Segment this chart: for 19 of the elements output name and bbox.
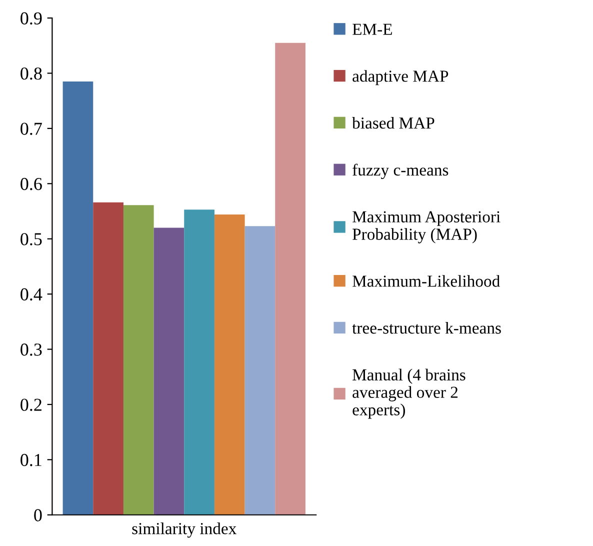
legend-label: biased MAP — [352, 116, 434, 129]
y-tick-label: 0.5 — [20, 233, 42, 246]
y-tick-label: 0.8 — [20, 67, 42, 80]
x-axis-title: similarity index — [132, 522, 236, 538]
y-tick-label: 0.1 — [20, 454, 42, 466]
legend-label: Manual (4 brains averaged over 2 experts) — [352, 368, 466, 419]
y-tick-label: 0.2 — [20, 398, 42, 411]
legend-label: fuzzy c-means — [352, 164, 448, 180]
legend-label: tree-structure k-means — [352, 322, 501, 334]
legend-label: EM-E — [352, 24, 392, 35]
y-tick-label: 0.6 — [20, 178, 42, 190]
legend-label: adaptive MAP — [352, 70, 448, 86]
y-tick-label: 0.4 — [20, 288, 42, 301]
y-tick-label: 0 — [34, 509, 42, 522]
y-tick-label: 0.3 — [20, 344, 42, 356]
legend-label: Maximum Aposteriori Probability (MAP) — [352, 211, 500, 244]
legend-label: Maximum-Likelihood — [352, 275, 500, 287]
y-tick-label: 0.9 — [20, 12, 42, 25]
y-tick-label: 0.7 — [20, 122, 42, 135]
